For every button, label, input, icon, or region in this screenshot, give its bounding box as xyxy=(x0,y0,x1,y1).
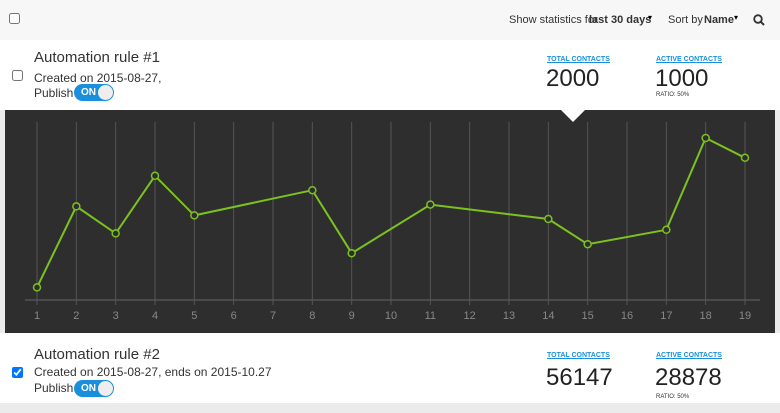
rule-checkbox[interactable] xyxy=(12,367,23,378)
active-contacts-label[interactable]: ACTIVE CONTACTS xyxy=(656,56,722,63)
data-point xyxy=(347,248,356,258)
active-contacts-label[interactable]: ACTIVE CONTACTS xyxy=(656,352,722,359)
x-tick-label: 2 xyxy=(73,310,79,322)
chart-background xyxy=(5,110,775,333)
caret: ▾ xyxy=(734,13,739,22)
rule-title[interactable]: Automation rule #2 xyxy=(34,346,160,363)
x-tick-label: 17 xyxy=(660,310,672,322)
data-point xyxy=(308,185,317,195)
x-tick-label: 16 xyxy=(621,310,633,322)
sort-label: Sort by xyxy=(668,14,703,26)
data-point xyxy=(740,153,750,163)
x-tick-label: 7 xyxy=(270,310,276,322)
total-contacts-label[interactable]: TOTAL CONTACTS xyxy=(547,56,610,63)
pointer xyxy=(561,110,585,122)
data-point xyxy=(426,200,435,209)
toggle-knob xyxy=(98,381,113,396)
active-contacts: 1000 xyxy=(655,65,709,92)
x-tick-label: 11 xyxy=(425,310,436,322)
data-point xyxy=(583,239,592,249)
data-point xyxy=(72,202,81,211)
publish-label: Publish xyxy=(34,86,74,100)
publish-label: Publish xyxy=(34,381,74,395)
x-tick-label: 18 xyxy=(700,310,712,322)
toggle-knob xyxy=(98,85,113,100)
x-tick-label: 19 xyxy=(739,310,751,322)
x-tick-label: 12 xyxy=(464,310,476,322)
x-tick-label: 3 xyxy=(113,310,119,322)
data-point xyxy=(190,211,199,220)
x-tick-label: 15 xyxy=(582,310,594,322)
data-point xyxy=(544,214,553,224)
x-tick-label: 4 xyxy=(152,310,158,322)
rule-created: Created on 2015-08-27, ends on 2015-10.2… xyxy=(34,365,272,379)
stats-label: Show statistics for xyxy=(509,14,598,26)
data-point xyxy=(701,133,710,143)
rule-created: Created on 2015-08-27, xyxy=(34,71,162,85)
chart: 1 2 3 4 5 6 7 8 9 10 11 12 13 14 15 16 17 18 19 xyxy=(5,110,775,333)
ratio: RATIO: 50% xyxy=(656,92,690,98)
active-contacts: 28878 xyxy=(655,364,722,391)
rule-title[interactable]: Automation rule #1 xyxy=(34,49,160,66)
data-point xyxy=(32,283,42,292)
publish-toggle[interactable]: ON xyxy=(74,84,114,101)
total-contacts: 2000 xyxy=(546,65,600,92)
x-tick-label: 6 xyxy=(231,310,237,322)
x-tick-label: 10 xyxy=(385,310,397,322)
x-tick-label: 13 xyxy=(503,310,515,322)
caret: ▾ xyxy=(648,13,653,22)
period-select[interactable]: last 30 days xyxy=(589,14,652,26)
data-point xyxy=(150,171,160,181)
search-icon[interactable] xyxy=(753,14,765,26)
select-all[interactable] xyxy=(9,13,20,24)
publish-toggle[interactable]: ON xyxy=(74,380,114,397)
x-tick-label: 8 xyxy=(309,310,315,322)
toggle-text: ON xyxy=(81,87,96,98)
x-tick-label: 14 xyxy=(542,310,554,322)
toolbar: Show statistics for last 30 days ▾ Sort … xyxy=(0,0,780,41)
sort-select[interactable]: Name xyxy=(704,14,734,26)
rule-row: Automation rule #2 Created on 2015-08-27… xyxy=(0,333,780,403)
x-tick-label: 1 xyxy=(34,310,40,322)
rule-checkbox[interactable] xyxy=(12,70,23,81)
rule-row: Automation rule #1 Created on 2015-08-27… xyxy=(0,40,780,110)
ratio: RATIO: 50% xyxy=(656,394,690,400)
x-tick-label: 9 xyxy=(349,310,355,322)
toggle-text: ON xyxy=(81,383,96,394)
data-point xyxy=(662,225,671,235)
total-contacts: 56147 xyxy=(546,364,613,391)
data-point xyxy=(111,229,120,238)
x-tick-label: 5 xyxy=(191,310,197,322)
total-contacts-label[interactable]: TOTAL CONTACTS xyxy=(547,352,610,359)
